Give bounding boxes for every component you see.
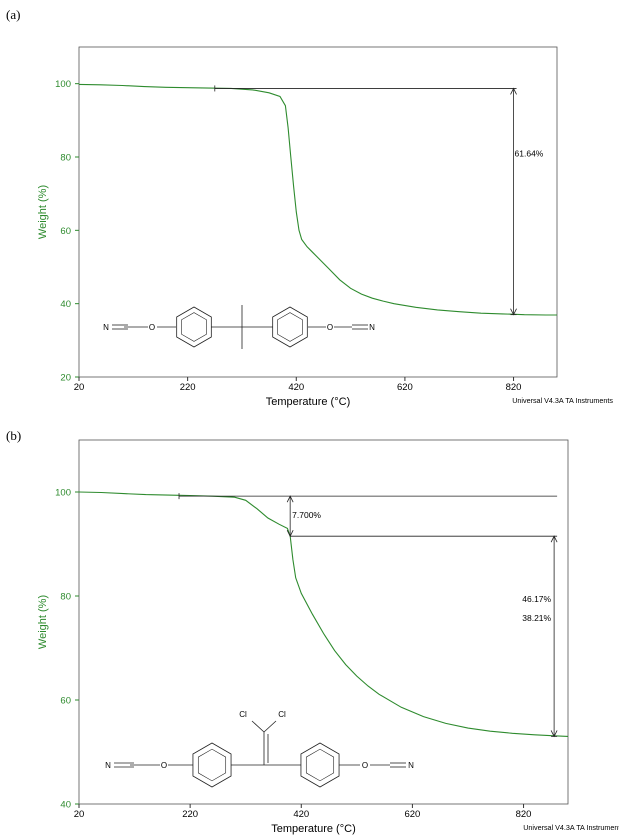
ccl-bond-left [251,720,265,733]
atom-label: N [408,761,414,770]
y-tick-label: 40 [60,299,71,310]
x-tick-label: 820 [506,382,522,393]
step2-value-label: 46.17% [522,594,551,604]
benzene-ring [176,306,212,348]
y-tick-label: 60 [60,226,71,237]
x-tick-label: 220 [182,809,198,820]
benzene-inner [277,312,303,342]
ccl-bond-right [263,720,277,733]
atom-label: Cl [239,710,247,719]
atom-label: N [103,323,109,332]
x-axis-title: Temperature (°C) [271,823,355,835]
tga-chart-a: 20 40 60 80 100 20 220 420 620 820 Temperature (°C… [37,46,613,408]
x-tick-label: 20 [74,809,85,820]
step-value-label: 61.64% [515,149,544,159]
benzene-inner [181,312,207,342]
atom-label: N [369,323,375,332]
step-arrow-head-up [510,87,517,95]
instrument-footer: Universal V4.3A TA Instruments [512,396,613,405]
y-tick-label: 40 [60,800,71,811]
step2-arrow-head-down [550,730,558,738]
x-tick-label: 20 [74,382,85,393]
y-tick-label: 20 [60,373,71,384]
tga-chart-b: 40 60 80 100 20 220 420 620 820 Temperature (°C) W… [37,439,619,835]
panel-a-label: (a) [6,7,21,22]
atom-label: O [327,323,333,332]
benzene-inner [305,748,335,782]
atom-label: O [362,761,368,770]
x-tick-label: 620 [397,382,413,393]
atom-label: O [161,761,167,770]
benzene-inner [197,748,227,782]
plot-frame [78,46,558,378]
benzene-ring [300,742,340,788]
x-tick-label: 420 [293,809,309,820]
x-tick-label: 620 [404,809,420,820]
benzene-ring [272,306,308,348]
molecule-structure-b [114,720,406,788]
y-tick-label: 80 [60,153,71,164]
instrument-footer: Universal V4.3A TA Instruments [523,823,619,832]
step1-arrow-head-up [286,495,294,503]
step-arrow-head-down [510,308,517,316]
step1-value-label: 7.700% [292,510,321,520]
step1-arrow-head-down [286,530,294,538]
atom-label: Cl [278,710,286,719]
y-tick-label: 100 [55,79,71,90]
benzene-ring [192,742,232,788]
x-tick-label: 420 [288,382,304,393]
weight-curve [78,83,557,316]
molecule-structure-a [112,305,368,349]
atom-label: N [105,761,111,770]
plot-frame [78,439,569,805]
y-axis-title: Weight (%) [37,185,49,239]
weight-curve [78,491,569,737]
y-tick-label: 100 [55,488,71,499]
y-tick-label: 80 [60,592,71,603]
atom-label: O [149,323,155,332]
y-tick-label: 60 [60,696,71,707]
panel-b-label: (b) [6,428,22,443]
x-tick-label: 820 [516,809,532,820]
x-axis-title: Temperature (°C) [266,396,350,408]
y-axis-title: Weight (%) [37,595,49,649]
x-tick-label: 220 [180,382,196,393]
step3-value-label: 38.21% [522,613,551,623]
step2-arrow-head-up [550,535,558,543]
